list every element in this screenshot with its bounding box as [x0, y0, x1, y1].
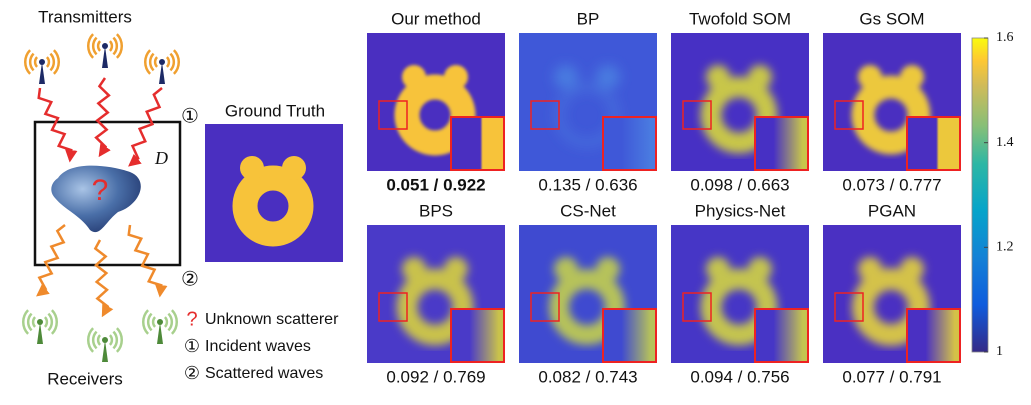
- panel-caption: 0.051 / 0.922: [386, 175, 485, 194]
- panel-title: CS-Net: [560, 201, 616, 220]
- panel-caption: 0.094 / 0.756: [690, 367, 789, 386]
- antenna: [143, 49, 181, 84]
- step-2: ②: [181, 267, 199, 291]
- domain-box: [33, 120, 182, 267]
- colorbar-tick-label: 1.2: [996, 240, 1014, 255]
- colorbar-tick-label: 1.6: [996, 30, 1014, 45]
- panel-title: Twofold SOM: [689, 9, 791, 28]
- panel-title: Our method: [391, 9, 481, 28]
- legend-text: Incident waves: [205, 338, 311, 355]
- legend-symbol: ②: [184, 363, 200, 384]
- panel-title: BP: [577, 9, 600, 28]
- panel-caption: 0.077 / 0.791: [842, 367, 941, 386]
- colorbar-tick-label: 1: [996, 344, 1003, 359]
- wave-arrow: [93, 239, 114, 318]
- image: [367, 33, 505, 171]
- step-1: ①: [181, 104, 199, 128]
- image: [519, 33, 657, 171]
- panel-title: Gs SOM: [859, 9, 924, 28]
- wave-arrow: [128, 87, 163, 167]
- legend-text: Unknown scatterer: [205, 311, 339, 328]
- image: [671, 225, 809, 363]
- panel-caption: 0.082 / 0.743: [538, 367, 637, 386]
- antenna: [23, 49, 61, 84]
- wave-arrow: [37, 87, 78, 163]
- antenna: [141, 309, 179, 344]
- wave-arrow: [127, 224, 168, 298]
- unknown-mark: ?: [92, 174, 109, 207]
- colorbar: [971, 37, 989, 353]
- antenna: [86, 327, 124, 362]
- image: [519, 225, 657, 363]
- panel-title: Physics-Net: [695, 201, 786, 220]
- legend-symbol: ①: [184, 336, 200, 357]
- wave-arrow: [94, 77, 111, 158]
- panel-title: PGAN: [868, 201, 916, 220]
- legend-text: Scattered waves: [205, 365, 323, 382]
- wave-arrow: [36, 224, 66, 297]
- image: [671, 33, 809, 171]
- colorbar-tick-label: 1.4: [996, 135, 1014, 150]
- image: [205, 124, 343, 262]
- panel-caption: 0.092 / 0.769: [386, 367, 485, 386]
- receivers-label: Receivers: [47, 369, 123, 388]
- panel-title: BPS: [419, 201, 453, 220]
- scatterer: [51, 165, 141, 233]
- image: [823, 33, 961, 171]
- panel-caption: 0.073 / 0.777: [842, 175, 941, 194]
- legend-symbol: ?: [186, 308, 197, 330]
- domain-label: D: [154, 148, 168, 168]
- antenna: [21, 309, 59, 344]
- panel-caption: 0.098 / 0.663: [690, 175, 789, 194]
- antenna: [86, 33, 124, 68]
- ground-truth-title: Ground Truth: [225, 101, 325, 120]
- image: [823, 225, 961, 363]
- image: [367, 225, 505, 363]
- panel-caption: 0.135 / 0.636: [538, 175, 637, 194]
- transmitters-label: Transmitters: [38, 7, 132, 26]
